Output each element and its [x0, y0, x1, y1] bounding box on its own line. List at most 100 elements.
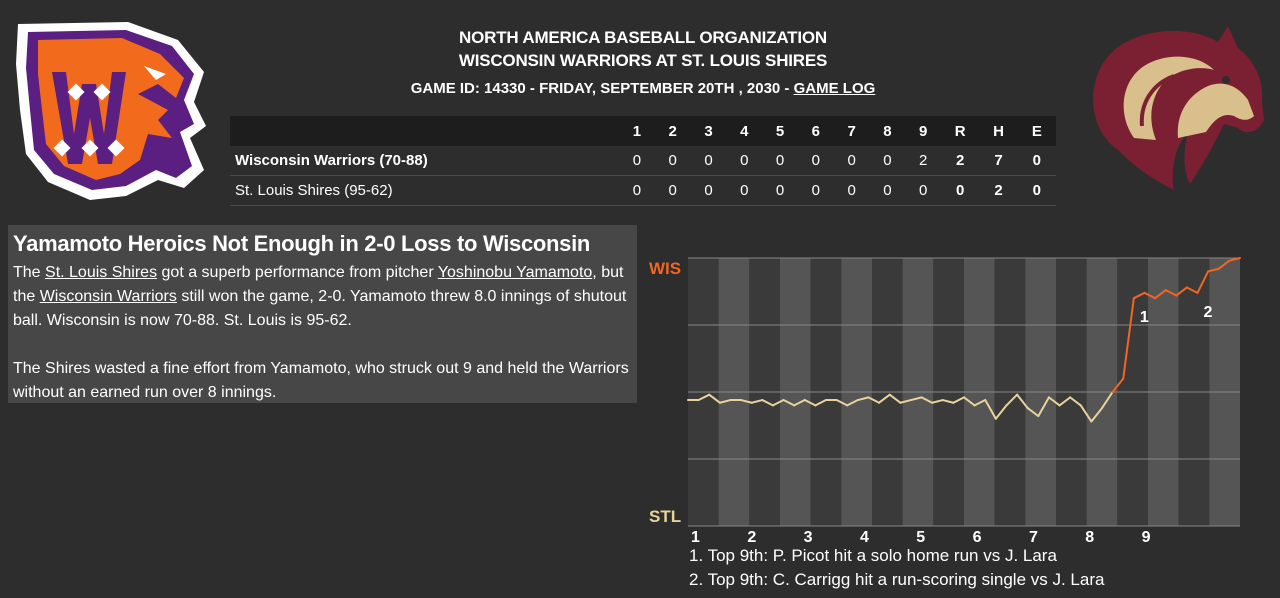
probability-segment — [1026, 407, 1040, 418]
away-hits: 7 — [979, 146, 1018, 176]
home-team-name: St. Louis Shires (95-62) — [230, 175, 620, 206]
probability-segment — [856, 396, 870, 402]
probability-segment — [1037, 396, 1050, 418]
inning-score: 0 — [654, 146, 691, 176]
inning-header: 2 — [654, 116, 691, 146]
probability-segment — [909, 396, 923, 402]
inning-score: 0 — [726, 175, 763, 206]
probability-segment — [1111, 377, 1125, 393]
home-runs: 0 — [941, 175, 980, 206]
probability-segment — [1016, 393, 1029, 410]
probability-segment — [1217, 259, 1231, 270]
probability-segment — [718, 399, 732, 404]
probability-segment — [1164, 289, 1178, 297]
inning-header: 9 — [905, 116, 942, 146]
linescore-table: 1 2 3 4 5 6 7 8 9 R H E Wisconsin Warrio… — [230, 116, 1056, 206]
probability-segment — [878, 393, 891, 404]
probability-segment — [931, 399, 944, 404]
recap-text: got a superb performance from pitcher — [157, 264, 438, 281]
game-id-date: GAME ID: 14330 - FRIDAY, SEPTEMBER 20TH … — [410, 80, 794, 97]
wisconsin-warriors-logo — [16, 22, 206, 200]
annotation-2: 2. Top 9th: C. Carrigg hit a run-scoring… — [689, 570, 1105, 589]
inning-score: 2 — [905, 146, 942, 176]
inning-tick-label: 1 — [691, 529, 700, 544]
recap-text: The — [13, 264, 46, 281]
probability-segment — [994, 404, 1008, 420]
inning-score: 0 — [869, 146, 906, 176]
inning-score: 0 — [797, 175, 834, 206]
annotation-1: 1. Top 9th: P. Picot hit a solo home run… — [689, 546, 1057, 565]
probability-segment — [708, 393, 721, 404]
recap-text: still won the game, 2-0. Yamamoto threw … — [13, 288, 627, 329]
linescore-header-row: 1 2 3 4 5 6 7 8 9 R H E — [230, 116, 1056, 146]
inning-tick-label: 8 — [1085, 529, 1094, 544]
warriors-team-link[interactable]: Wisconsin Warriors — [39, 288, 177, 305]
wis-label: WIS — [649, 259, 681, 278]
away-team-row: Wisconsin Warriors (70-88) 0 0 0 0 0 0 0… — [230, 146, 1056, 176]
probability-segment — [771, 399, 785, 407]
play-marker-label: 1 — [1140, 309, 1149, 326]
inning-tick-labels: 1 2 3 4 5 6 7 8 9 — [691, 529, 1151, 544]
probability-segment — [1196, 270, 1210, 294]
probability-segment — [1228, 257, 1241, 262]
inning-score: 0 — [833, 146, 870, 176]
inning-score: 0 — [762, 146, 798, 176]
inning-tick-label: 9 — [1142, 529, 1151, 544]
recap-headline: Yamamoto Heroics Not Enough in 2-0 Loss … — [13, 231, 591, 256]
probability-segment — [920, 396, 934, 404]
probability-segment — [1101, 391, 1114, 410]
inning-score: 0 — [905, 175, 942, 206]
probability-segment — [867, 396, 881, 404]
probability-segment — [846, 399, 859, 407]
probability-segment — [899, 399, 912, 404]
win-probability-line — [687, 257, 1241, 423]
stl-label: STL — [649, 507, 681, 526]
home-errors: 0 — [1017, 175, 1056, 206]
probability-segment — [952, 396, 965, 404]
recap-paragraph-2: The Shires wasted a fine effort from Yam… — [13, 360, 629, 401]
probability-segment — [750, 399, 764, 404]
game-log-link[interactable]: GAME LOG — [793, 80, 876, 97]
shires-team-link[interactable]: St. Louis Shires — [45, 264, 158, 281]
runs-header: R — [941, 116, 980, 146]
inning-header: 6 — [797, 116, 834, 146]
probability-segment — [963, 396, 976, 407]
probability-segment — [1207, 267, 1220, 273]
inning-tick-label: 2 — [747, 529, 756, 544]
inning-score: 0 — [690, 146, 727, 176]
inning-score: 0 — [869, 175, 906, 206]
probability-segment — [814, 399, 827, 407]
inning-header: 4 — [726, 116, 763, 146]
matchup-title: WISCONSIN WARRIORS AT ST. LOUIS SHIRES — [458, 51, 828, 70]
st-louis-shires-logo — [1093, 26, 1264, 190]
probability-segment — [973, 399, 987, 407]
probability-segment — [984, 399, 997, 420]
pitcher-link[interactable]: Yoshinobu Yamamoto — [437, 264, 593, 281]
probability-segment — [1132, 291, 1146, 300]
home-team-row: St. Louis Shires (95-62) 0 0 0 0 0 0 0 0… — [230, 175, 1056, 206]
probability-segment — [740, 399, 753, 404]
probability-segment — [761, 399, 774, 407]
inning-score: 0 — [762, 175, 798, 206]
inning-score: 0 — [690, 175, 727, 206]
probability-segment — [1090, 407, 1103, 423]
play-marker-label: 2 — [1204, 304, 1213, 321]
inning-header: 1 — [619, 116, 655, 146]
inning-score: 0 — [833, 175, 870, 206]
away-team-name: Wisconsin Warriors (70-88) — [230, 146, 620, 176]
team-column-header — [230, 116, 620, 146]
probability-segment — [888, 393, 902, 404]
inning-tick-label: 6 — [973, 529, 982, 544]
inning-header: 7 — [833, 116, 870, 146]
probability-segment — [835, 399, 849, 407]
chart-gridlines — [688, 257, 1240, 527]
inning-score: 0 — [726, 146, 763, 176]
inning-header: 8 — [869, 116, 906, 146]
probability-segment — [941, 399, 955, 404]
away-errors: 0 — [1017, 146, 1056, 176]
inning-header: 3 — [690, 116, 727, 146]
inning-tick-label: 3 — [804, 529, 813, 544]
hits-header: H — [979, 116, 1018, 146]
away-runs: 2 — [941, 146, 980, 176]
